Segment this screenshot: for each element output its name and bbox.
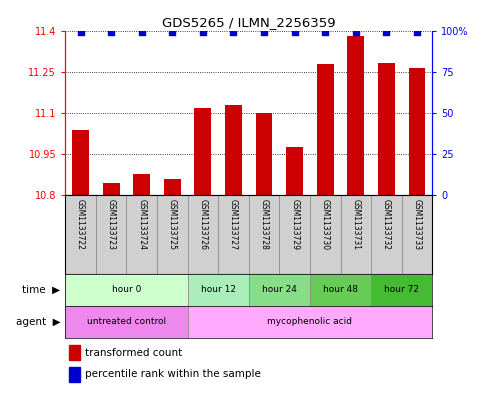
Bar bbox=[218, 195, 249, 274]
Text: GSM1133729: GSM1133729 bbox=[290, 199, 299, 250]
Bar bbox=[187, 274, 249, 306]
Text: GSM1133728: GSM1133728 bbox=[259, 199, 269, 250]
Text: hour 72: hour 72 bbox=[384, 285, 419, 294]
Title: GDS5265 / ILMN_2256359: GDS5265 / ILMN_2256359 bbox=[162, 16, 336, 29]
Bar bbox=[249, 274, 310, 306]
Text: GSM1133722: GSM1133722 bbox=[76, 199, 85, 250]
Point bbox=[107, 29, 115, 35]
Bar bbox=[371, 274, 432, 306]
Text: GSM1133732: GSM1133732 bbox=[382, 199, 391, 250]
Text: GSM1133731: GSM1133731 bbox=[351, 199, 360, 250]
Bar bbox=[133, 174, 150, 195]
Bar bbox=[65, 306, 187, 338]
Text: mycophenolic acid: mycophenolic acid bbox=[268, 318, 353, 326]
Bar bbox=[65, 274, 187, 306]
Bar bbox=[279, 195, 310, 274]
Bar bbox=[310, 195, 341, 274]
Bar bbox=[249, 195, 279, 274]
Bar bbox=[103, 183, 119, 195]
Text: GSM1133727: GSM1133727 bbox=[229, 199, 238, 250]
Bar bbox=[371, 195, 402, 274]
Text: GSM1133724: GSM1133724 bbox=[137, 199, 146, 250]
Text: GSM1133730: GSM1133730 bbox=[321, 199, 330, 250]
Text: time  ▶: time ▶ bbox=[22, 285, 60, 295]
Bar bbox=[127, 195, 157, 274]
Point bbox=[229, 29, 237, 35]
Bar bbox=[69, 345, 80, 360]
Bar bbox=[187, 195, 218, 274]
Text: GSM1133733: GSM1133733 bbox=[412, 199, 422, 250]
Bar bbox=[225, 105, 242, 195]
Point bbox=[321, 29, 329, 35]
Point bbox=[77, 29, 85, 35]
Bar bbox=[164, 178, 181, 195]
Point bbox=[291, 29, 298, 35]
Bar bbox=[96, 195, 127, 274]
Bar bbox=[409, 68, 426, 195]
Text: GSM1133726: GSM1133726 bbox=[199, 199, 207, 250]
Point bbox=[352, 29, 360, 35]
Bar bbox=[69, 367, 80, 382]
Text: percentile rank within the sample: percentile rank within the sample bbox=[85, 369, 261, 379]
Bar bbox=[256, 113, 272, 195]
Bar bbox=[341, 195, 371, 274]
Bar bbox=[286, 147, 303, 195]
Bar bbox=[402, 195, 432, 274]
Text: GSM1133723: GSM1133723 bbox=[107, 199, 115, 250]
Point bbox=[138, 29, 145, 35]
Bar bbox=[310, 274, 371, 306]
Bar bbox=[378, 63, 395, 195]
Text: hour 0: hour 0 bbox=[112, 285, 141, 294]
Bar bbox=[195, 108, 211, 195]
Bar bbox=[187, 306, 432, 338]
Text: untreated control: untreated control bbox=[87, 318, 166, 326]
Bar bbox=[157, 195, 187, 274]
Point bbox=[199, 29, 207, 35]
Text: transformed count: transformed count bbox=[85, 348, 183, 358]
Bar bbox=[317, 64, 334, 195]
Point bbox=[260, 29, 268, 35]
Text: hour 12: hour 12 bbox=[200, 285, 236, 294]
Bar bbox=[65, 195, 96, 274]
Bar bbox=[347, 35, 364, 195]
Point bbox=[383, 29, 390, 35]
Text: GSM1133725: GSM1133725 bbox=[168, 199, 177, 250]
Text: agent  ▶: agent ▶ bbox=[16, 317, 60, 327]
Text: hour 24: hour 24 bbox=[262, 285, 297, 294]
Text: hour 48: hour 48 bbox=[323, 285, 358, 294]
Point bbox=[169, 29, 176, 35]
Point bbox=[413, 29, 421, 35]
Bar bbox=[72, 130, 89, 195]
